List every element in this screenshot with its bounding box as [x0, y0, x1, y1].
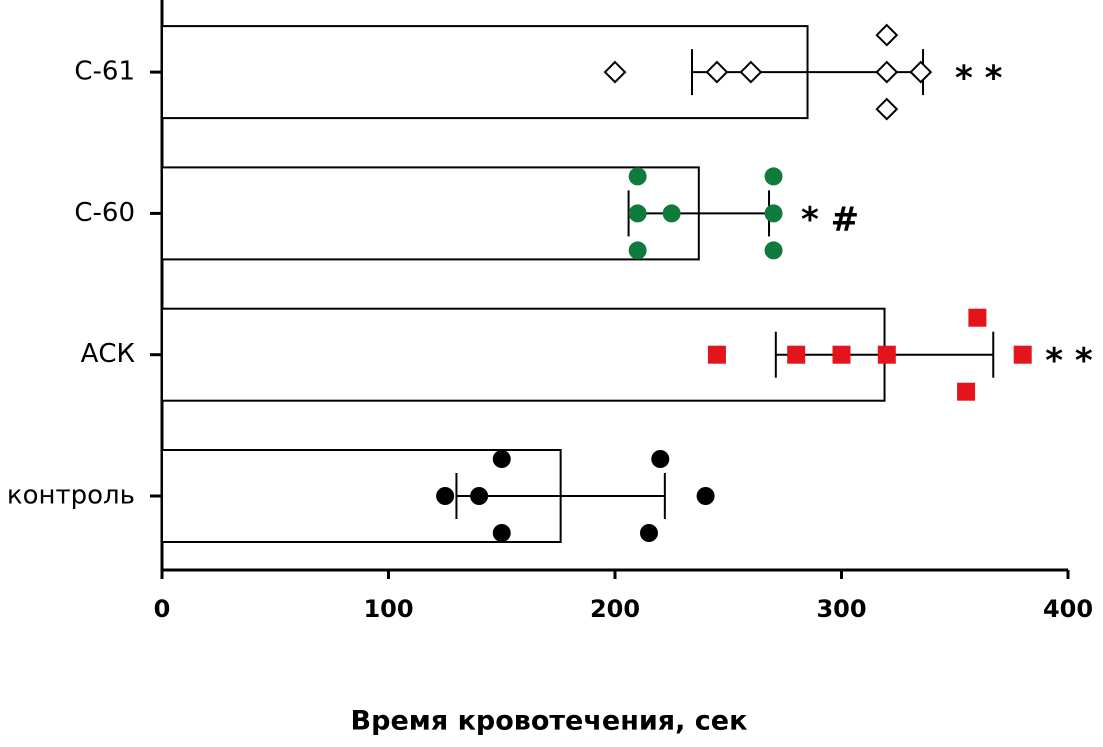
bar	[161, 307, 886, 402]
data-point	[909, 60, 933, 84]
x-tick-label: 300	[816, 595, 866, 623]
data-point	[470, 487, 489, 505]
data-point	[628, 241, 647, 260]
data-point	[764, 167, 783, 186]
bar	[161, 166, 700, 261]
data-point	[696, 487, 715, 505]
data-point	[662, 204, 681, 223]
data-point	[651, 450, 670, 468]
data-point	[875, 60, 899, 84]
data-point	[875, 97, 899, 121]
y-tick-label: С-60	[74, 198, 135, 228]
y-tick-label: АСК	[81, 339, 135, 369]
significance-annotation: * *	[955, 59, 1003, 99]
data-point	[639, 524, 658, 542]
data-point	[628, 204, 647, 223]
x-axis-label: Время кровотечения, сек	[351, 706, 748, 737]
x-tick-label: 0	[154, 595, 171, 623]
data-point	[705, 60, 729, 84]
y-tick-label: С-61	[74, 57, 135, 87]
data-point	[436, 487, 455, 505]
y-tick-label: контроль	[7, 481, 135, 511]
x-tick-label: 100	[363, 595, 413, 623]
data-point	[1013, 345, 1032, 364]
significance-annotation: * #	[801, 200, 859, 240]
data-point	[739, 60, 763, 84]
data-point	[764, 241, 783, 260]
data-point	[957, 382, 976, 401]
error-bar	[455, 473, 666, 519]
data-point	[875, 23, 899, 47]
data-point	[628, 167, 647, 186]
data-point	[787, 345, 806, 364]
x-tick-label: 200	[590, 595, 640, 623]
data-point	[492, 524, 511, 542]
data-point	[877, 345, 896, 364]
significance-annotation: * *	[1045, 341, 1093, 381]
data-point	[832, 345, 851, 364]
data-point	[492, 450, 511, 468]
data-point	[968, 308, 987, 327]
data-point	[707, 345, 726, 364]
x-tick-label: 400	[1043, 595, 1093, 623]
data-point	[603, 60, 627, 84]
data-point	[764, 204, 783, 223]
